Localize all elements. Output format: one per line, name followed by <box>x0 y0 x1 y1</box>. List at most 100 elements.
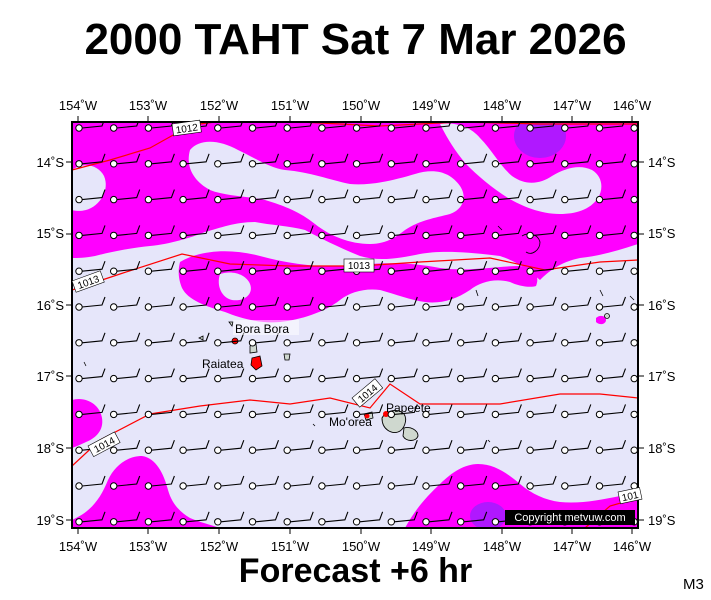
place-labels: Bora Bora Raiatea Mo'orea Papeete <box>202 320 431 429</box>
lat-labels-left: 14˚S 15˚S 16˚S 17˚S 18˚S 19˚S <box>37 155 65 528</box>
lon-label-bottom: 150˚W <box>342 539 381 554</box>
wind-barb <box>144 404 175 419</box>
wind-barb <box>144 261 175 275</box>
wind-barb <box>422 225 453 240</box>
wind-barb <box>248 511 280 526</box>
wind-barb <box>491 440 522 454</box>
wind-barb <box>387 296 418 311</box>
wind-barb <box>214 440 245 454</box>
wind-barb <box>561 153 592 168</box>
forecast-label: Forecast +6 hr <box>238 552 473 590</box>
wind-barb <box>561 189 592 204</box>
wind-barb <box>387 332 418 347</box>
lat-label-left: 16˚S <box>37 298 65 313</box>
isobar-1014 <box>72 383 638 467</box>
wind-barb <box>248 475 280 490</box>
heavy-rain-core-ne <box>514 122 566 158</box>
wind-barb <box>526 475 557 490</box>
rain-area-east-spot <box>596 315 606 325</box>
wind-barb <box>179 261 210 275</box>
wind-barb <box>352 475 384 490</box>
wind-barb <box>214 261 245 275</box>
wind-barb <box>283 122 313 132</box>
wind-barb <box>214 122 243 132</box>
wind-barb <box>283 511 314 526</box>
wind-barb <box>144 332 175 347</box>
wind-barb <box>214 511 245 526</box>
wind-barb <box>561 368 592 383</box>
wind-barb <box>248 296 280 311</box>
wind-barb <box>179 296 210 311</box>
wind-barb <box>491 225 522 240</box>
clear-patches <box>72 123 602 301</box>
wind-barb <box>110 153 141 168</box>
wind-barb <box>526 122 556 132</box>
wind-barb <box>318 404 349 419</box>
wind-barb <box>75 225 106 240</box>
lat-label-left: 18˚S <box>37 441 65 456</box>
wind-barb <box>491 368 522 383</box>
wind-barb <box>422 153 453 168</box>
wind-barb <box>526 153 557 168</box>
wind-barb <box>422 122 452 132</box>
wind-barb <box>75 189 106 204</box>
model-label: M3 <box>683 576 704 593</box>
wind-barb <box>248 189 280 204</box>
wind-barb <box>491 189 522 204</box>
wind-barb <box>387 475 418 490</box>
wind-barb <box>422 296 453 311</box>
lon-label-top: 151˚W <box>271 98 310 113</box>
wind-barb <box>110 440 141 454</box>
wind-barb <box>179 332 210 347</box>
wind-barbs <box>75 122 638 526</box>
wind-barb <box>491 122 521 132</box>
isobar-labels: 1012 1013 1013 1014 1014 101 <box>71 119 643 504</box>
wind-barb <box>214 332 245 347</box>
wind-barb <box>144 475 175 490</box>
lon-label-top: 153˚W <box>129 98 168 113</box>
wind-barb <box>526 404 557 419</box>
wind-barb <box>144 511 175 526</box>
wind-barb <box>248 440 280 454</box>
wind-barb <box>318 153 349 168</box>
clear-patch-north <box>188 141 464 244</box>
wind-barb <box>75 296 106 311</box>
wind-barb <box>352 189 384 204</box>
wind-barb <box>526 225 557 240</box>
wind-barb <box>179 225 210 240</box>
lon-label-top: 150˚W <box>342 98 381 113</box>
wind-barb <box>422 261 453 275</box>
lon-labels-top: 154˚W 153˚W 152˚W 151˚W 150˚W 149˚W 148˚… <box>59 98 652 113</box>
lon-label-top: 149˚W <box>412 98 451 113</box>
wind-barb <box>457 440 488 454</box>
lon-label-top: 152˚W <box>200 98 239 113</box>
wind-barb <box>457 153 488 168</box>
lat-label-right: 18˚S <box>648 441 676 456</box>
wind-barb <box>595 225 627 240</box>
wind-barb <box>387 122 417 132</box>
wind-barb <box>318 225 349 240</box>
wind-barb <box>457 511 488 526</box>
wind-barb <box>318 189 349 204</box>
isobar-label: 101 <box>621 490 640 504</box>
wind-barb <box>318 475 349 490</box>
wind-barb <box>144 440 175 454</box>
wind-barb <box>561 261 592 275</box>
wind-barb <box>283 332 314 347</box>
wind-barb <box>387 511 418 526</box>
place-label-papeete: Papeete <box>386 401 431 415</box>
rain-area-southwest-2 <box>72 456 220 528</box>
wind-barb <box>457 296 488 311</box>
wind-barb <box>422 189 453 204</box>
wind-barb <box>214 368 245 383</box>
wind-barb <box>561 332 592 347</box>
wind-barb <box>179 153 210 168</box>
wind-barb <box>75 511 106 526</box>
lat-label-left: 19˚S <box>37 513 65 528</box>
lon-label-bottom: 151˚W <box>271 539 310 554</box>
place-label-bora-bora: Bora Bora <box>235 322 289 336</box>
place-label-moorea: Mo'orea <box>329 415 372 429</box>
wind-barb <box>110 332 141 347</box>
isobar-1012-east <box>299 122 638 127</box>
